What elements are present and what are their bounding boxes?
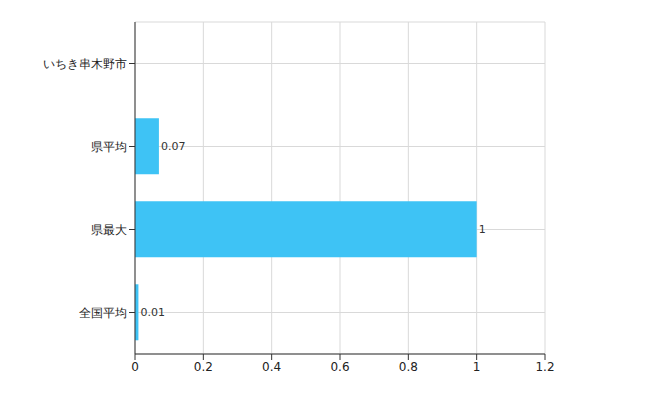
svg-text:0.01: 0.01: [140, 306, 165, 319]
svg-text:いちき串木野市: いちき串木野市: [43, 57, 127, 71]
svg-text:全国平均: 全国平均: [79, 306, 127, 320]
svg-text:0.07: 0.07: [161, 140, 186, 153]
svg-text:県最大: 県最大: [91, 223, 127, 237]
svg-text:県平均: 県平均: [91, 140, 127, 154]
svg-text:0.2: 0.2: [194, 360, 213, 374]
svg-text:1.2: 1.2: [535, 360, 554, 374]
svg-text:1: 1: [473, 360, 481, 374]
svg-text:0: 0: [131, 360, 139, 374]
svg-text:1: 1: [479, 223, 486, 236]
svg-text:0.6: 0.6: [330, 360, 349, 374]
svg-text:0.4: 0.4: [262, 360, 281, 374]
svg-text:0.8: 0.8: [399, 360, 418, 374]
